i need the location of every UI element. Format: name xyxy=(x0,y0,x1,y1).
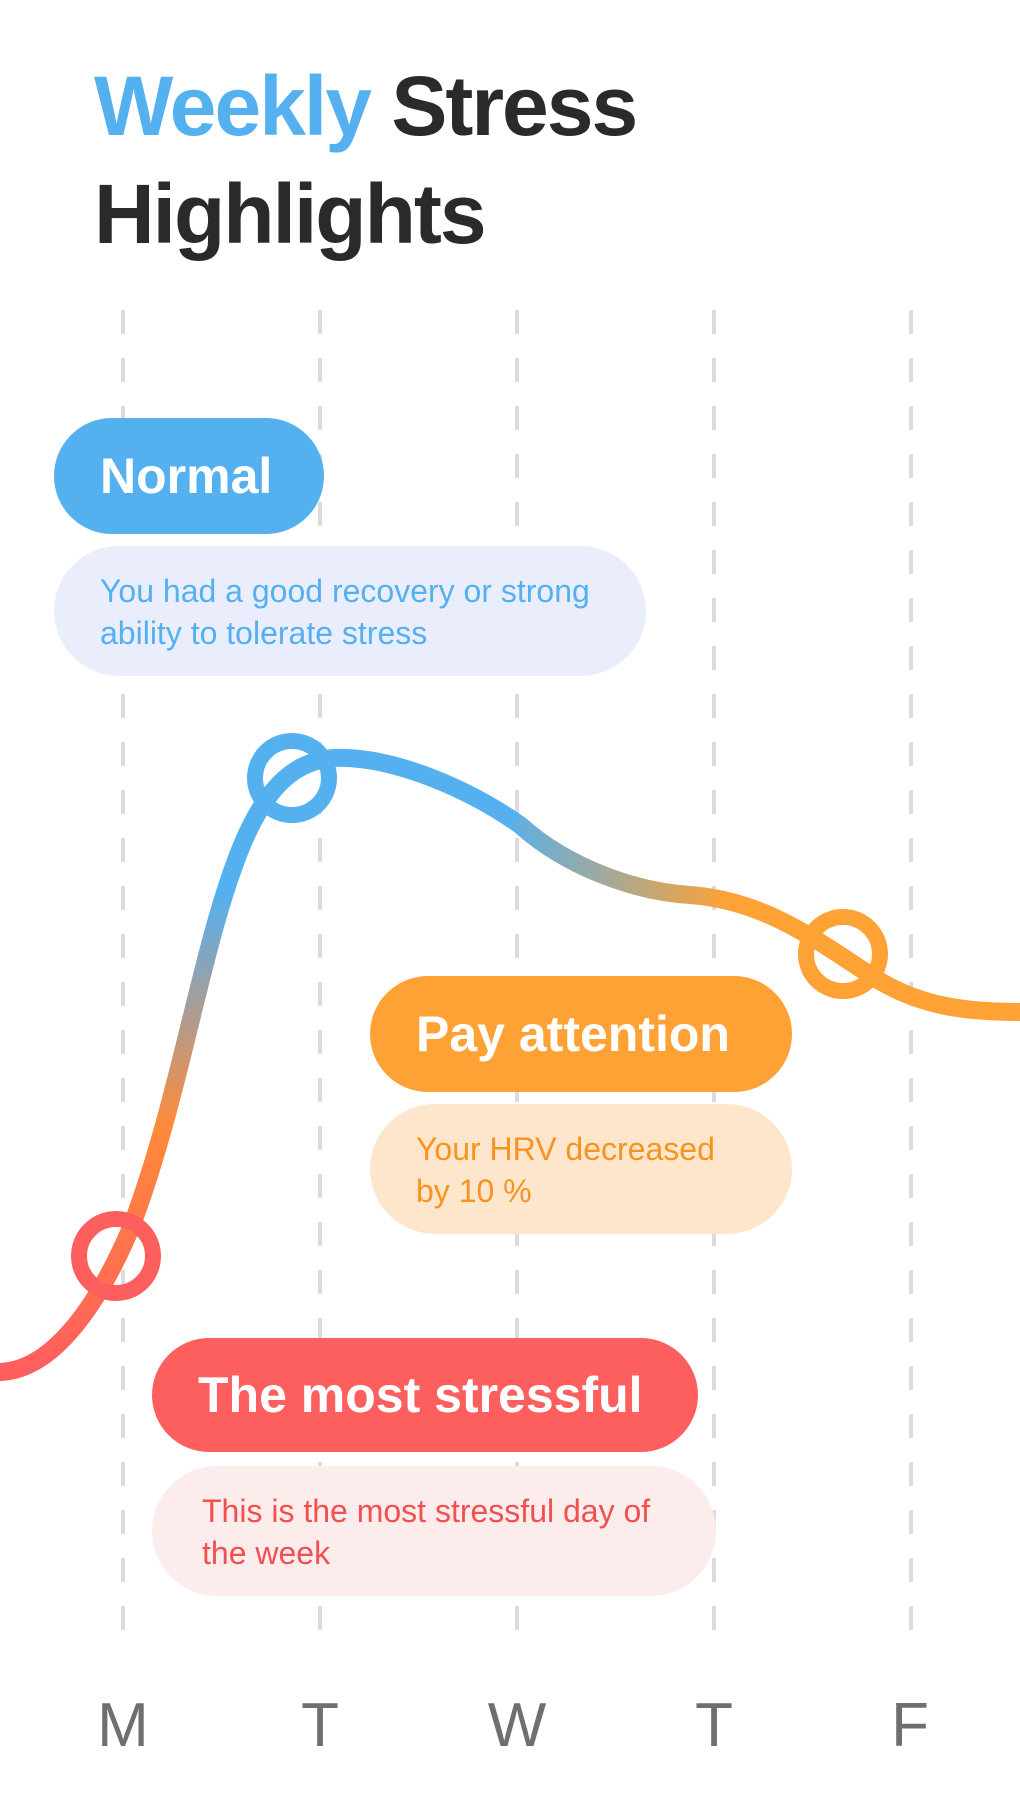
day-label: M xyxy=(97,1691,149,1760)
day-label: T xyxy=(695,1691,733,1760)
title-line2: Highlights xyxy=(94,167,487,261)
marker-pay-attention xyxy=(798,909,888,999)
attention-label: Pay attention xyxy=(416,1006,730,1062)
normal-pill: Normal xyxy=(54,418,324,534)
title-rest: Stress xyxy=(391,59,638,153)
marker-normal xyxy=(247,733,337,823)
stress-curve-right xyxy=(511,816,1020,1021)
stressful-text: This is the most stressful day of the we… xyxy=(202,1493,651,1571)
attention-text: Your HRV decreased by 10 % xyxy=(416,1131,715,1209)
marker-most-stressful xyxy=(71,1211,161,1301)
normal-text: You had a good recovery or strong abilit… xyxy=(100,573,590,651)
page-title: Weekly Stress Highlights xyxy=(94,52,638,268)
day-label: T xyxy=(301,1691,339,1760)
title-accent: Weekly xyxy=(94,59,372,153)
day-label: F xyxy=(891,1691,929,1760)
attention-description: Your HRV decreased by 10 % xyxy=(370,1104,792,1234)
normal-description: You had a good recovery or strong abilit… xyxy=(54,546,646,676)
attention-pill: Pay attention xyxy=(370,976,792,1092)
stressful-pill: The most stressful xyxy=(152,1338,698,1452)
stressful-label: The most stressful xyxy=(198,1367,643,1423)
stressful-description: This is the most stressful day of the we… xyxy=(152,1466,716,1596)
day-label: W xyxy=(487,1691,547,1760)
normal-label: Normal xyxy=(100,448,273,504)
